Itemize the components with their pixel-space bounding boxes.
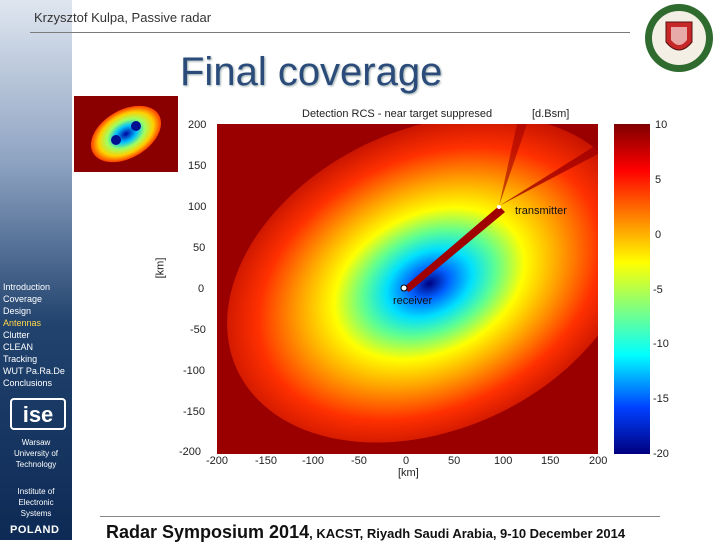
footer-event: Radar Symposium 2014, KACST, Riyadh Saud… <box>106 522 625 543</box>
slide-title: Final coverage <box>180 50 443 94</box>
nav-item-introduction[interactable]: Introduction <box>3 282 51 292</box>
university-line: Technology <box>15 460 57 469</box>
ise-logo-icon: ise <box>10 398 66 430</box>
nav-menu: Introduction Coverage Design Antennas Cl… <box>3 281 73 389</box>
colorbar-tick-label: -15 <box>653 393 669 405</box>
transmitter-label: transmitter <box>515 205 567 217</box>
university-crest-icon <box>645 4 713 72</box>
nav-item-antennas[interactable]: Antennas <box>3 318 42 328</box>
institute-line: Institute of <box>17 487 55 496</box>
header-divider <box>30 32 630 33</box>
university-name: Warsaw University of Technology <box>0 437 72 470</box>
country-label: POLAND <box>10 524 60 536</box>
receiver-label: receiver <box>393 295 433 307</box>
nav-item-tracking[interactable]: Tracking <box>3 354 38 364</box>
sidebar <box>0 0 72 540</box>
x-tick-label: -100 <box>302 455 325 467</box>
y-tick-label: 200 <box>188 119 207 131</box>
institute-name: Institute of Electronic Systems <box>0 486 72 519</box>
institute-line: Electronic <box>18 498 54 507</box>
x-tick-label: -200 <box>206 455 229 467</box>
y-tick-label: 50 <box>193 242 206 254</box>
x-tick-label: 50 <box>448 455 461 467</box>
x-tick-label: -50 <box>351 455 367 467</box>
x-tick-label: 0 <box>403 455 410 467</box>
nav-item-clutter[interactable]: Clutter <box>3 330 30 340</box>
colorbar <box>614 124 650 454</box>
y-tick-label: 0 <box>198 283 205 295</box>
x-axis-label: [km] <box>398 467 419 479</box>
nav-item-clean[interactable]: CLEAN <box>3 342 34 352</box>
footer-event-name: Radar Symposium 2014 <box>106 522 310 542</box>
university-line: University of <box>13 449 58 458</box>
coverage-heatmap <box>217 124 598 454</box>
colorbar-tick-label: 10 <box>655 119 668 131</box>
y-tick-label: 100 <box>188 201 207 213</box>
nav-item-conclusions[interactable]: Conclusions <box>3 378 53 388</box>
colorbar-tick-label: -20 <box>653 448 669 460</box>
colorbar-tick-label: 5 <box>655 174 662 186</box>
x-tick-label: 150 <box>541 455 560 467</box>
y-tick-label: -100 <box>183 365 206 377</box>
y-tick-label: -200 <box>179 446 202 458</box>
header-author: Krzysztof Kulpa, Passive radar <box>34 10 212 25</box>
x-tick-label: -150 <box>255 455 278 467</box>
ise-logo-text: ise <box>23 402 54 427</box>
y-tick-label: 150 <box>188 160 207 172</box>
x-tick-label: 200 <box>589 455 608 467</box>
nav-item-design[interactable]: Design <box>3 306 32 316</box>
y-tick-label: -150 <box>183 406 206 418</box>
footer-event-detail: , KACST, Riyadh Saudi Arabia, 9-10 Decem… <box>309 526 626 541</box>
nav-item-coverage[interactable]: Coverage <box>3 294 43 304</box>
plot-title: Detection RCS - near target suppresed <box>302 108 493 120</box>
footer-divider <box>100 516 660 517</box>
colorbar-unit: [d.Bsm] <box>532 108 570 120</box>
nav-item-wut-parade[interactable]: WUT Pa.Ra.De <box>3 366 65 376</box>
antenna-pattern-thumbnail <box>74 96 178 172</box>
y-tick-label: -50 <box>190 324 206 336</box>
y-axis-label: [km] <box>154 257 167 279</box>
colorbar-tick-label: -10 <box>653 338 669 350</box>
colorbar-tick-label: -5 <box>653 284 663 296</box>
x-tick-label: 100 <box>494 455 513 467</box>
institute-line: Systems <box>20 509 52 518</box>
university-line: Warsaw <box>21 438 51 447</box>
colorbar-tick-label: 0 <box>655 229 662 241</box>
